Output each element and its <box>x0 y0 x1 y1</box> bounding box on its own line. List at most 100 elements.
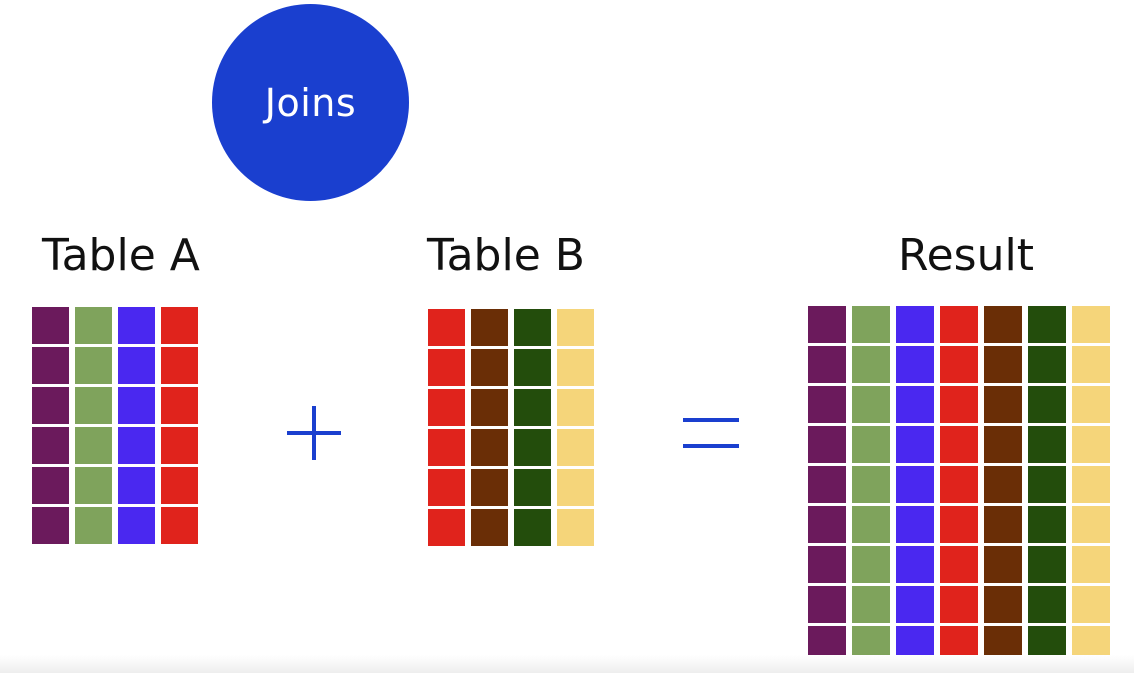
table-b-cell <box>557 309 594 346</box>
table-b-cell <box>557 389 594 426</box>
result-cell <box>1072 466 1110 503</box>
table-b-cell <box>557 429 594 466</box>
result-cell <box>896 506 934 543</box>
table-a-cell <box>118 307 155 344</box>
table-a-cell <box>32 387 69 424</box>
result-grid <box>808 306 1110 663</box>
result-cell <box>896 546 934 583</box>
result-cell <box>1072 506 1110 543</box>
result-cell <box>940 506 978 543</box>
result-cell <box>852 586 890 623</box>
plus-vertical-bar <box>312 406 316 460</box>
table-b-cell <box>471 509 508 546</box>
table-b-grid <box>428 309 594 546</box>
result-cell <box>1028 426 1066 463</box>
result-cell <box>1028 546 1066 583</box>
result-cell <box>852 386 890 423</box>
table-b-cell <box>428 349 465 386</box>
table-a-cell <box>75 507 112 544</box>
result-column-1 <box>808 306 846 663</box>
result-cell <box>984 386 1022 423</box>
bottom-edge <box>0 655 1134 673</box>
result-cell <box>1072 346 1110 383</box>
result-cell <box>808 346 846 383</box>
table-a-cell <box>32 507 69 544</box>
joins-badge-label: Joins <box>264 80 357 125</box>
table-a-cell <box>32 467 69 504</box>
result-cell <box>984 426 1022 463</box>
result-column-6 <box>1028 306 1066 663</box>
result-cell <box>1072 426 1110 463</box>
result-cell <box>808 506 846 543</box>
result-cell <box>808 426 846 463</box>
table-b-cell <box>428 309 465 346</box>
result-cell <box>984 546 1022 583</box>
table-a-column-1 <box>32 307 69 544</box>
table-a-cell <box>75 347 112 384</box>
result-cell <box>896 346 934 383</box>
table-a-cell <box>161 427 198 464</box>
table-a-cell <box>75 427 112 464</box>
table-a-cell <box>118 347 155 384</box>
result-cell <box>852 546 890 583</box>
table-b-cell <box>471 469 508 506</box>
result-cell <box>1072 306 1110 343</box>
result-cell <box>940 386 978 423</box>
result-cell <box>852 346 890 383</box>
table-b-cell <box>514 389 551 426</box>
result-cell <box>852 426 890 463</box>
result-column-2 <box>852 306 890 663</box>
table-b-cell <box>557 349 594 386</box>
table-a-cell <box>161 387 198 424</box>
table-a-cell <box>75 307 112 344</box>
table-a-cell <box>118 467 155 504</box>
result-cell <box>1028 506 1066 543</box>
result-cell <box>940 346 978 383</box>
table-b-column-1 <box>428 309 465 546</box>
result-cell <box>1072 386 1110 423</box>
result-cell <box>808 306 846 343</box>
result-cell <box>940 546 978 583</box>
table-b-cell <box>514 309 551 346</box>
result-cell <box>1028 586 1066 623</box>
result-cell <box>1028 466 1066 503</box>
result-cell <box>852 466 890 503</box>
table-b-cell <box>471 349 508 386</box>
table-b-cell <box>514 469 551 506</box>
result-cell <box>984 466 1022 503</box>
table-a-cell <box>32 307 69 344</box>
result-cell <box>852 506 890 543</box>
table-b-cell <box>428 389 465 426</box>
equals-top-bar <box>683 418 739 422</box>
plus-icon <box>287 406 341 460</box>
table-b-cell <box>557 469 594 506</box>
result-cell <box>1072 546 1110 583</box>
result-label: Result <box>898 230 1034 281</box>
result-cell <box>1072 586 1110 623</box>
result-column-4 <box>940 306 978 663</box>
result-column-3 <box>896 306 934 663</box>
table-b-cell <box>514 429 551 466</box>
table-b-cell <box>471 389 508 426</box>
result-cell <box>984 306 1022 343</box>
table-a-cell <box>161 467 198 504</box>
table-b-cell <box>428 509 465 546</box>
table-a-cell <box>118 427 155 464</box>
table-a-cell <box>32 347 69 384</box>
table-b-cell <box>514 509 551 546</box>
result-cell <box>984 586 1022 623</box>
result-cell <box>808 586 846 623</box>
table-a-cell <box>118 507 155 544</box>
result-cell <box>808 546 846 583</box>
table-b-label: Table B <box>427 230 585 281</box>
table-a-column-3 <box>118 307 155 544</box>
joins-badge: Joins <box>212 4 409 201</box>
result-cell <box>896 306 934 343</box>
table-a-grid <box>32 307 198 544</box>
result-cell <box>896 386 934 423</box>
table-a-column-2 <box>75 307 112 544</box>
result-cell <box>896 466 934 503</box>
result-cell <box>896 586 934 623</box>
table-a-cell <box>32 427 69 464</box>
